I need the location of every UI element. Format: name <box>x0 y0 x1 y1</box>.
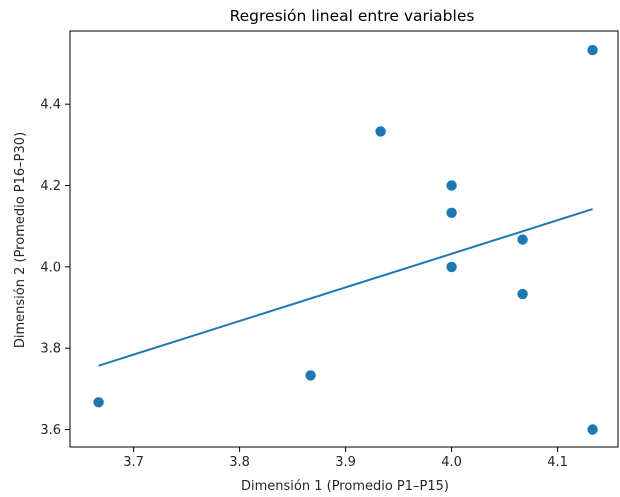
x-tick-label: 3.8 <box>229 455 250 470</box>
scatter-point <box>517 234 528 245</box>
x-axis-ticks: 3.7 3.8 3.9 4.0 4.1 <box>123 447 568 470</box>
scatter-point <box>517 288 528 300</box>
regression-line <box>98 208 593 367</box>
scatter-point <box>446 207 457 218</box>
plot-area <box>93 44 598 435</box>
scatter-point <box>375 126 386 137</box>
y-tick-label: 4.2 <box>40 179 61 194</box>
y-tick-label: 4.4 <box>40 98 61 113</box>
scatter-point <box>93 397 104 408</box>
axes-frame <box>69 30 619 448</box>
y-axis-ticks: 3.6 3.8 4.0 4.2 4.4 <box>40 98 70 438</box>
y-axis-label: Dimensión 2 (Promedio P16–P30) <box>13 132 28 348</box>
chart-title: Regresión lineal entre variables <box>230 7 475 25</box>
scatter-point <box>305 370 316 381</box>
x-tick-label: 4.0 <box>441 455 462 470</box>
x-tick-label: 3.7 <box>123 455 144 470</box>
x-tick-label: 3.9 <box>335 455 356 470</box>
x-axis-label: Dimensión 1 (Promedio P1–P15) <box>241 479 449 494</box>
scatter-point <box>587 44 598 56</box>
y-tick-label: 3.6 <box>40 423 61 438</box>
y-tick-label: 4.0 <box>40 260 61 275</box>
x-tick-label: 4.1 <box>547 455 568 470</box>
scatter-point <box>587 424 598 435</box>
scatter-point <box>446 261 457 273</box>
y-tick-label: 3.8 <box>40 342 61 357</box>
scatter-point <box>446 180 457 191</box>
